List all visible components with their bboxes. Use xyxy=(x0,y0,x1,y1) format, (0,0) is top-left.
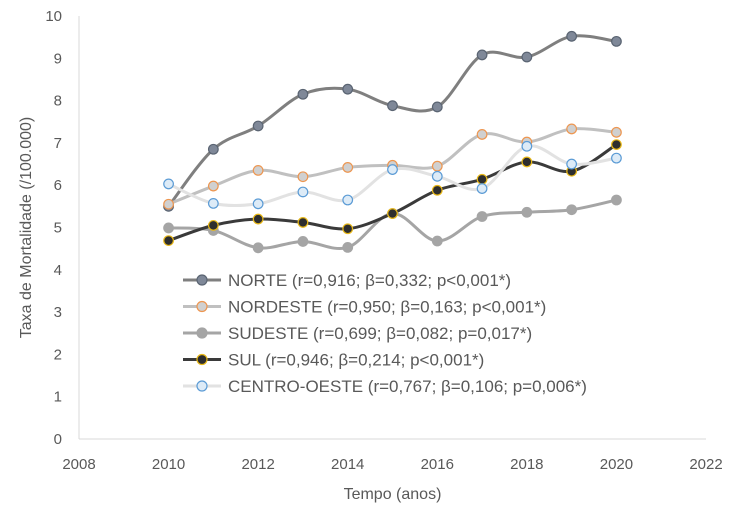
x-tick-label: 2022 xyxy=(689,456,722,473)
data-point-norte xyxy=(297,88,309,100)
series-line-sudeste xyxy=(168,198,617,250)
x-tick-label: 2020 xyxy=(600,456,633,473)
data-point-centro-oeste xyxy=(387,164,398,175)
legend-swatch-marker xyxy=(196,274,208,286)
legend: NORTE (r=0,916; β=0,332; p<0,001*) NORDES… xyxy=(183,271,587,396)
data-point-centro-oeste xyxy=(163,178,174,190)
legend-item-nordeste: NORDESTE (r=0,950; β=0,163; p<0,001*) xyxy=(183,298,546,317)
x-tick-label: 2008 xyxy=(62,456,95,473)
data-point-centro-oeste xyxy=(431,170,443,182)
data-point-sudeste xyxy=(476,211,488,222)
x-axis-title: Tempo (anos) xyxy=(344,486,442,503)
legend-swatch-marker xyxy=(196,353,208,366)
legend-swatch-marker xyxy=(196,327,208,339)
data-point-centro-oeste xyxy=(207,197,219,209)
legend-item-centro-oeste: CENTRO-OESTE (r=0,767; β=0,106; p=0,006*… xyxy=(183,377,587,396)
legend-item-sudeste: SUDESTE (r=0,699; β=0,082; p=0,017*) xyxy=(183,324,532,343)
data-point-sudeste xyxy=(611,194,622,206)
legend-label: NORDESTE (r=0,950; β=0,163; p<0,001*) xyxy=(228,298,546,317)
data-point-nordeste xyxy=(297,171,309,183)
data-point-sul xyxy=(207,219,219,231)
legend-label: CENTRO-OESTE (r=0,767; β=0,106; p=0,006*… xyxy=(228,377,587,396)
y-tick-label: 10 xyxy=(45,8,62,25)
data-point-centro-oeste xyxy=(252,198,264,210)
legend-swatch-marker xyxy=(196,300,208,313)
data-point-nordeste xyxy=(207,180,219,192)
data-point-norte xyxy=(521,51,533,63)
data-point-centro-oeste xyxy=(611,152,622,164)
data-point-norte xyxy=(342,83,354,95)
data-point-centro-oeste xyxy=(342,194,354,206)
data-point-centro-oeste xyxy=(521,140,533,152)
data-point-nordeste xyxy=(252,164,264,176)
data-point-sul xyxy=(387,208,398,219)
legend-label: SUL (r=0,946; β=0,214; p<0,001*) xyxy=(228,351,484,370)
data-point-norte xyxy=(252,120,264,132)
y-tick-label: 4 xyxy=(54,262,62,279)
data-point-centro-oeste xyxy=(476,183,488,194)
data-point-sul xyxy=(297,217,309,228)
data-point-nordeste xyxy=(476,129,488,140)
data-point-sul xyxy=(252,213,264,225)
data-point-norte xyxy=(431,101,443,113)
data-point-nordeste xyxy=(566,123,578,135)
y-tick-label: 0 xyxy=(54,431,62,448)
y-tick-label: 7 xyxy=(54,135,62,152)
x-tick-label: 2014 xyxy=(331,456,364,473)
data-point-sul xyxy=(342,223,354,235)
data-point-norte xyxy=(611,35,622,47)
series-line-sul xyxy=(168,143,618,243)
x-tick-label: 2012 xyxy=(241,456,274,473)
data-point-sudeste xyxy=(431,235,443,247)
data-point-nordeste xyxy=(611,126,622,138)
legend-label: NORTE (r=0,916; β=0,332; p<0,001*) xyxy=(228,271,511,290)
data-point-sudeste xyxy=(297,236,309,247)
x-tick-label: 2010 xyxy=(152,456,185,473)
data-point-sul xyxy=(163,235,174,247)
y-tick-label: 6 xyxy=(54,177,62,194)
y-axis-title: Taxa de Mortalidade (/100.000) xyxy=(18,117,35,338)
y-tick-label: 8 xyxy=(54,93,62,110)
data-point-norte xyxy=(566,30,578,42)
x-tick-label: 2018 xyxy=(510,456,543,473)
series-markers xyxy=(163,30,622,254)
y-tick-label: 1 xyxy=(54,389,62,406)
data-point-norte xyxy=(207,143,219,155)
data-point-nordeste xyxy=(342,162,354,173)
series-line-norte xyxy=(167,34,617,208)
data-point-nordeste xyxy=(163,198,174,210)
legend-item-norte: NORTE (r=0,916; β=0,332; p<0,001*) xyxy=(183,271,511,290)
data-point-sudeste xyxy=(163,222,174,234)
data-point-sudeste xyxy=(521,206,533,218)
axes xyxy=(78,16,706,440)
legend-swatch-marker xyxy=(196,380,208,392)
data-point-sudeste xyxy=(566,204,578,216)
data-point-sul xyxy=(611,139,622,150)
y-tick-label: 2 xyxy=(54,346,62,363)
data-point-norte xyxy=(476,49,488,61)
data-point-sudeste xyxy=(252,242,264,254)
data-point-norte xyxy=(387,100,398,112)
legend-item-sul: SUL (r=0,946; β=0,214; p<0,001*) xyxy=(183,351,484,370)
y-tick-labels: 0 1 2 3 4 5 6 7 8 9 10 xyxy=(45,8,62,448)
y-tick-label: 3 xyxy=(54,304,62,321)
data-point-centro-oeste xyxy=(297,186,309,198)
data-point-sul xyxy=(521,156,533,168)
data-point-sul xyxy=(431,184,443,196)
y-tick-label: 5 xyxy=(54,220,62,237)
data-point-centro-oeste xyxy=(566,158,578,170)
data-point-sul xyxy=(476,173,488,185)
x-tick-labels: 2008 2010 2012 2014 2016 2018 2020 2022 xyxy=(62,456,722,473)
y-tick-label: 9 xyxy=(54,50,62,67)
x-tick-label: 2016 xyxy=(421,456,454,473)
data-point-sudeste xyxy=(342,241,354,253)
legend-label: SUDESTE (r=0,699; β=0,082; p=0,017*) xyxy=(228,324,532,343)
data-point-nordeste xyxy=(431,160,443,172)
